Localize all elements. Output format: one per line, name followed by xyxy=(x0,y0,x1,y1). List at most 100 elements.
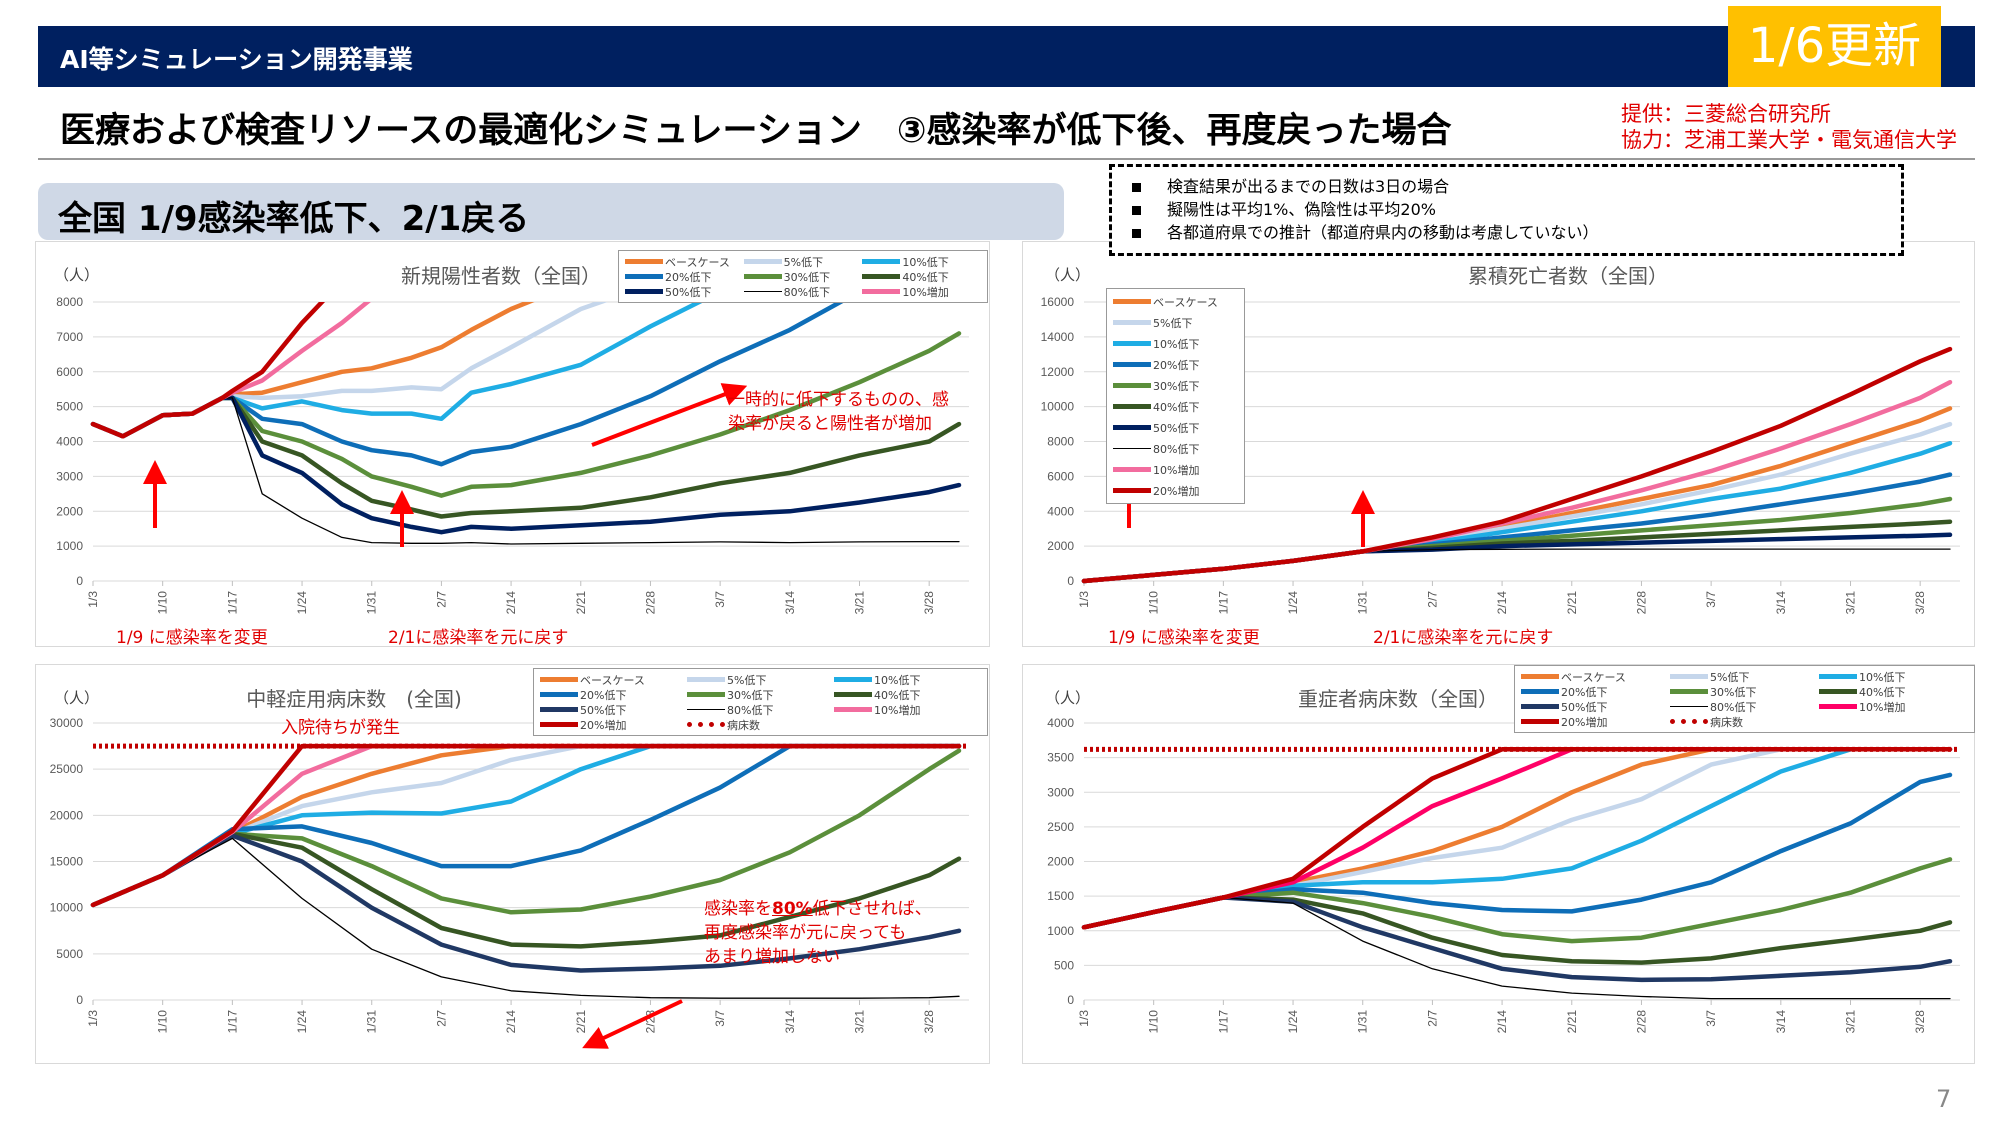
y-tick-label: 30000 xyxy=(50,716,84,730)
legend-item: 40%低下 xyxy=(1113,399,1238,414)
section-heading-text: 全国 1/9感染率低下、2/1戻る xyxy=(58,199,530,239)
legend-swatch xyxy=(1113,404,1151,409)
y-tick-label: 8000 xyxy=(1047,435,1074,449)
y-tick-label: 3000 xyxy=(1047,785,1074,799)
series-group xyxy=(1081,346,1953,584)
legend-label: 10%増加 xyxy=(1153,463,1200,477)
x-tick-label: 1/10 xyxy=(156,1010,170,1034)
series-line xyxy=(90,748,962,915)
divider xyxy=(38,158,1975,160)
series-line xyxy=(1081,747,1953,930)
x-tick-label: 1/17 xyxy=(225,591,239,615)
y-unit-label: （人） xyxy=(54,266,100,284)
legend-label: 20%低下 xyxy=(1153,358,1200,372)
legend-swatch xyxy=(743,274,782,279)
legend-label: 40%低下 xyxy=(1859,685,1906,699)
x-tick-label: 2/28 xyxy=(1634,1010,1648,1034)
legend-item: 80%低下 xyxy=(1113,441,1238,456)
legend-label: 80%低下 xyxy=(727,703,774,717)
legend-label: 50%低下 xyxy=(580,703,627,717)
legend: ベースケース 5%低下 10%低下 20%低下 30%低下 40%低下 50%低下 80%低下… xyxy=(1106,288,1245,504)
legend-item: 5%低下 xyxy=(1113,315,1238,330)
chart-new-positives: 0 1000 2000 3000 4000 5000 6000 7000 8000 1/3 1/10… xyxy=(35,241,990,648)
legend-swatch xyxy=(1521,704,1559,709)
legend-item: 10%増加 xyxy=(862,284,981,299)
y-tick-label: 0 xyxy=(1067,574,1074,588)
legend-item: 20%増加 xyxy=(540,717,687,732)
legend-item: 50%低下 xyxy=(625,284,744,299)
x-tick-label: 2/21 xyxy=(1565,591,1579,615)
x-tick-label: 1/24 xyxy=(295,591,309,615)
y-tick-label: 7000 xyxy=(56,330,83,344)
x-tick-label: 3/28 xyxy=(922,1010,936,1034)
y-tick-label: 4000 xyxy=(1047,504,1074,518)
legend-label: 5%低下 xyxy=(727,673,767,687)
series-line xyxy=(1081,895,1953,965)
x-tick-label: 2/14 xyxy=(504,1010,518,1034)
series-line xyxy=(90,743,962,908)
y-tick-label: 6000 xyxy=(1047,469,1074,483)
y-tick-label: 0 xyxy=(1067,993,1074,1007)
annotation-restore: 2/1に感染率を元に戻す xyxy=(388,628,569,648)
x-tick-label: 2/14 xyxy=(1495,591,1509,615)
legend-label: 30%低下 xyxy=(1153,379,1200,393)
legend-label: 10%低下 xyxy=(1859,670,1906,684)
x-tick-label: 1/10 xyxy=(1147,591,1161,615)
legend-item: 10%低下 xyxy=(834,672,981,687)
series-group xyxy=(90,743,969,999)
legend-label: 10%増加 xyxy=(1859,700,1906,714)
y-tick-label: 14000 xyxy=(1041,330,1075,344)
x-tick-label: 1/31 xyxy=(365,1010,379,1034)
legend-item: 10%増加 xyxy=(834,702,981,717)
legend-item: 50%低下 xyxy=(1113,420,1238,435)
series-line xyxy=(1081,772,1953,930)
legend-label: 20%増加 xyxy=(1153,484,1200,498)
series-line xyxy=(90,302,846,467)
legend-swatch xyxy=(687,692,725,697)
y-tick-label: 25000 xyxy=(50,762,84,776)
legend-item: 30%低下 xyxy=(687,687,834,702)
x-tick-label: 1/24 xyxy=(1286,591,1300,615)
legend-swatch xyxy=(1819,704,1857,709)
x-tick-label: 2/14 xyxy=(504,591,518,615)
legend: ベースケース 5%低下 10%低下 20%低下 30%低下 40%低下 50%低下 80%低下… xyxy=(618,250,988,303)
x-tick-label: 1/17 xyxy=(225,1010,239,1034)
legend-swatch xyxy=(862,274,901,279)
legend-item: ベースケース xyxy=(1113,294,1238,309)
x-tick-label: 3/14 xyxy=(783,1010,797,1034)
x-tick-label: 3/21 xyxy=(853,591,867,615)
y-unit-label: （人） xyxy=(1045,266,1091,284)
x-tick-label: 3/14 xyxy=(783,591,797,615)
red-arrow xyxy=(582,999,683,1049)
legend-swatch xyxy=(1670,719,1708,724)
x-tick-label: 2/7 xyxy=(1425,591,1439,608)
y-tick-label: 8000 xyxy=(56,295,83,309)
x-tick-label: 1/3 xyxy=(1077,591,1091,608)
legend-swatch xyxy=(1113,448,1151,449)
legend-swatch xyxy=(1819,689,1857,694)
y-unit-label: （人） xyxy=(54,689,100,707)
x-tick-label: 3/7 xyxy=(713,1010,727,1027)
x-tick-label: 2/14 xyxy=(1495,1010,1509,1034)
annotation-rebound-2: 染率が戻ると陽性者が増加 xyxy=(728,414,932,434)
legend-item: 10%増加 xyxy=(1113,462,1238,477)
x-tick-label: 2/21 xyxy=(574,591,588,615)
provider-text: 提供：三菱総合研究所 xyxy=(1621,102,1831,126)
series-line xyxy=(90,743,962,908)
legend-swatch xyxy=(625,274,663,279)
legend-label: 40%低下 xyxy=(902,270,949,284)
legend-swatch xyxy=(1670,689,1708,694)
y-tick-label: 500 xyxy=(1054,958,1074,972)
legend-swatch xyxy=(1113,425,1151,430)
note-item: 検査結果が出るまでの日数は3日の場合 xyxy=(1132,175,1901,198)
x-tick-label: 1/3 xyxy=(86,1010,100,1027)
x-tick-label: 3/7 xyxy=(1704,591,1718,608)
series-line xyxy=(1081,346,1953,584)
annotation-80pct-1: 感染率を80%低下させれば、 xyxy=(704,899,932,919)
bullet-square-icon xyxy=(1132,206,1141,215)
legend-label: 50%低下 xyxy=(1153,421,1200,435)
y-tick-label: 0 xyxy=(76,574,83,588)
chart-svg: 0 500 1000 1500 2000 2500 3000 3500 4000 1/3 1/10 1… xyxy=(1047,716,1960,1034)
legend-label: 50%低下 xyxy=(1561,700,1608,714)
legend-swatch xyxy=(1113,341,1151,346)
